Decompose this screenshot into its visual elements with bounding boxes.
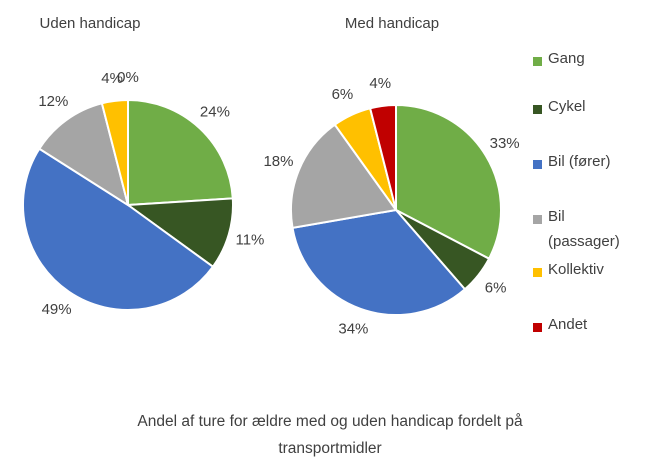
- legend-item: Gang: [533, 50, 653, 71]
- legend-swatch: [533, 215, 542, 224]
- pie-slice: [22, 147, 215, 311]
- pie-slice: [37, 102, 130, 208]
- pie-slice: [291, 208, 467, 316]
- legend-label: Bil (fører): [548, 153, 611, 170]
- data-label: 4%: [369, 75, 391, 92]
- pie-slice: [290, 123, 398, 230]
- legend-label: Kollektiv: [548, 261, 604, 278]
- legend-item: Bil (passager): [533, 208, 653, 254]
- legend-swatch: [533, 57, 542, 66]
- legend-item: Bil (fører): [533, 153, 653, 174]
- data-label: 0%: [117, 69, 139, 86]
- legend-swatch: [533, 323, 542, 332]
- data-label: 6%: [332, 86, 354, 103]
- legend-swatch: [533, 105, 542, 114]
- pie-slice: [368, 103, 397, 211]
- data-label: 49%: [42, 301, 72, 318]
- caption: Andel af ture for ældre med og uden hand…: [137, 413, 523, 457]
- legend-item: Andet: [533, 316, 653, 337]
- data-label: 12%: [38, 93, 68, 110]
- legend-item: Cykel: [533, 98, 653, 119]
- legend-swatch: [533, 268, 542, 277]
- data-label: 11%: [235, 231, 264, 248]
- legend-label: Cykel: [548, 98, 586, 115]
- data-label: 6%: [485, 280, 507, 297]
- data-label: 24%: [200, 103, 230, 120]
- legend-item: Kollektiv: [533, 261, 653, 282]
- legend-label: Andet: [548, 316, 588, 333]
- data-label: 33%: [490, 135, 520, 152]
- pie-title: Med handicap: [345, 15, 439, 32]
- data-label: 18%: [263, 153, 293, 170]
- pie-slice: [395, 103, 502, 261]
- data-label: 34%: [338, 321, 368, 338]
- data-label: 4%: [101, 70, 123, 87]
- pie-title: Uden handicap: [40, 15, 141, 32]
- legend-label: Bil (passager): [548, 208, 620, 250]
- pie-slice: [125, 197, 234, 269]
- legend-label: Gang: [548, 50, 585, 67]
- legend-swatch: [533, 160, 542, 169]
- pie-slice: [127, 98, 234, 207]
